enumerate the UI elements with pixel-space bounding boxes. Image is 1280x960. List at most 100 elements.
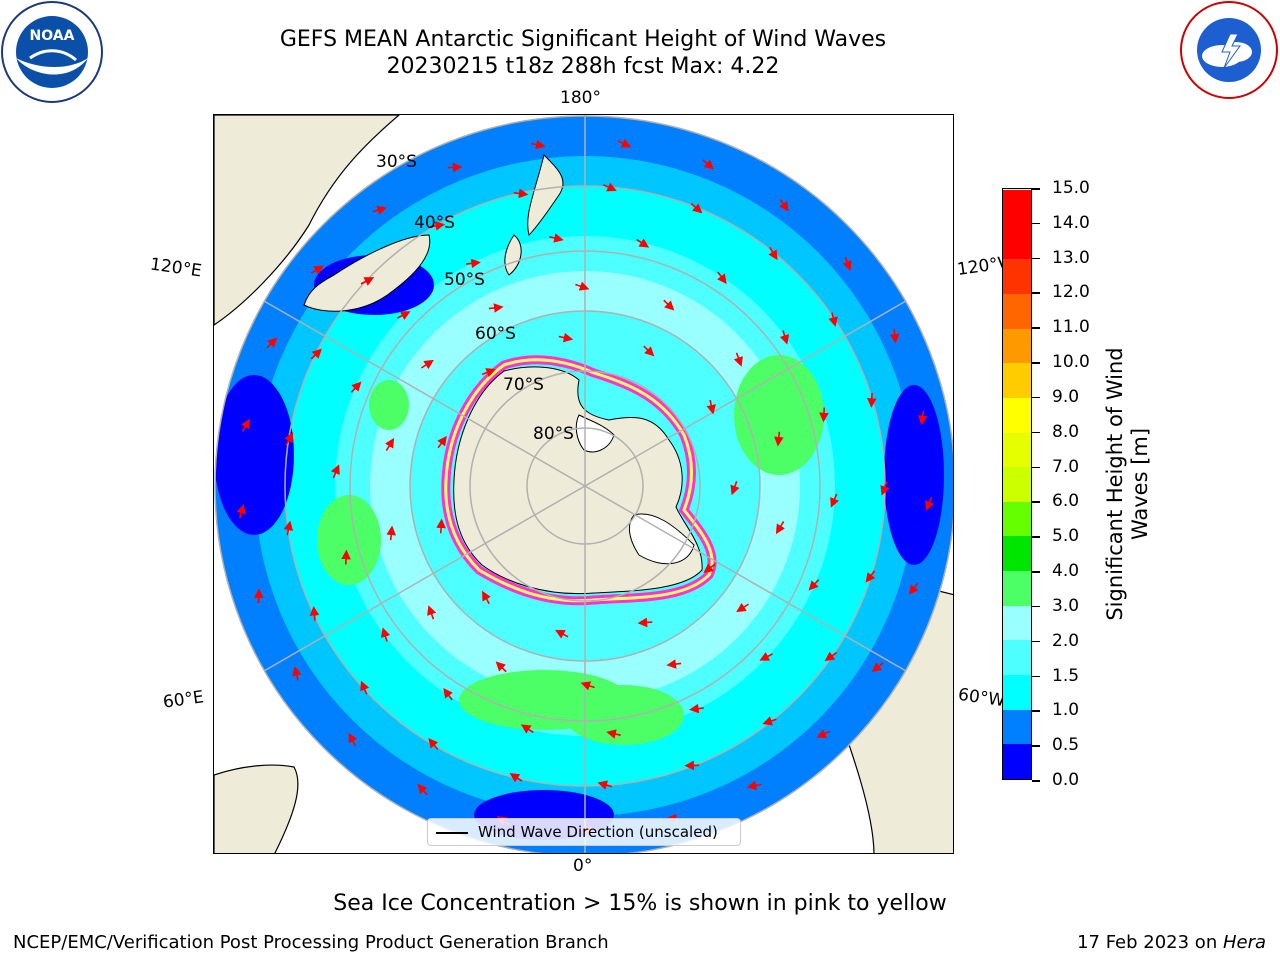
wave-arrow [417,783,428,796]
wave-arrow [309,605,320,621]
colorbar-tick [1032,501,1040,503]
colorbar-title-line1: Significant Height of Wind [1103,347,1127,621]
wave-arrow [830,493,840,508]
colorbar-tick [1032,257,1040,260]
wave-arrow [436,518,446,534]
colorbar-tick-label: 13.0 [1052,247,1090,268]
wave-arrow [703,563,716,574]
wave-arrow [774,431,784,447]
lat-label-80s: 80°S [533,424,574,444]
wave-arrow [283,520,294,536]
colorbar-segment [1003,466,1031,502]
footer-date: 17 Feb 2023 on Hera [1077,932,1266,953]
nws-logo [1180,1,1278,99]
colorbar-segment [1003,674,1031,710]
colorbar-segment [1003,362,1031,398]
wave-arrow [779,198,789,212]
colorbar-tick [1032,710,1040,712]
colorbar-tick [1032,292,1040,294]
wave-arrow [762,716,777,726]
wave-arrow [372,205,387,215]
land-masses [303,154,564,312]
wave-arrow [341,549,351,565]
wave-arrow [689,703,704,714]
wave-arrow [666,659,682,669]
colorbar-tick-label: 0.5 [1052,735,1080,756]
wave-arrow [606,729,621,739]
wave-arrow [266,337,278,349]
colorbar-segment [1003,224,1031,260]
wave-arrow [558,332,574,343]
colorbar [1002,188,1032,780]
wave-arrow [808,579,820,591]
colorbar-segment [1003,743,1031,779]
lon-label-60w: 60°W [956,684,1007,712]
colorbar-tick-label: 1.0 [1052,700,1080,721]
wave-arrow [241,418,250,432]
wave-arrow [917,410,928,426]
colorbar-segment [1003,293,1031,329]
colorbar-tick [1032,396,1040,399]
wave-arrow [330,464,340,479]
wave-arrow [386,525,396,541]
wave-arrow [925,496,934,511]
wave-arrow [880,481,890,496]
colorbar-tick-label: 11.0 [1052,317,1090,338]
colorbar-tick [1032,571,1040,573]
colorbar-tick-label: 4.0 [1052,561,1080,582]
colorbar-segment [1003,605,1031,641]
lat-label-50s: 50°S [444,270,485,290]
wave-arrow [717,271,727,284]
wave-arrow [842,256,852,271]
colorbar-tick [1032,640,1040,643]
colorbar-tick [1032,188,1040,190]
wave-arrow [575,281,590,291]
wave-arrow [427,605,437,620]
chart-title-line2: 20230215 t18z 288h fcst Max: 4.22 [386,54,780,79]
polar-map [213,114,954,854]
lon-label-60e: 60°E [161,687,206,713]
wave-arrow [819,407,829,423]
colorbar-tick [1032,327,1040,329]
colorbar-tick [1032,536,1040,538]
wave-arrow [597,780,612,790]
wave-arrow [746,780,762,791]
wave-arrow [397,311,411,320]
wave-arrow [775,521,786,535]
colorbar-tick [1032,222,1040,225]
lat-label-30s: 30°S [376,152,417,172]
wave-arrow [495,661,507,673]
colorbar-tick-label: 8.0 [1052,421,1080,442]
colorbar-tick-label: 2.0 [1052,630,1080,651]
noaa-logo: NOAA [1,1,103,103]
colorbar-title: Significant Height of Wind Waves [m] [1103,347,1153,620]
wave-arrow [430,221,446,231]
colorbar-tick-label: 12.0 [1052,282,1090,303]
colorbar-tick [1032,675,1040,678]
wave-arrow [360,680,370,695]
colorbar-tick [1032,605,1040,608]
wave-arrow [867,392,877,408]
wave-arrow [421,359,434,370]
wave-arrow [555,629,569,639]
colorbar-segment [1003,258,1031,294]
svg-text:NOAA: NOAA [30,28,75,44]
wave-arrow [360,277,375,286]
colorbar-segment [1003,570,1031,606]
wave-arrow [443,688,453,701]
colorbar-segment [1003,328,1031,364]
wave-arrow [384,437,395,451]
colorbar-tick-label: 9.0 [1052,386,1080,407]
lat-label-70s: 70°S [503,375,544,395]
colorbar-segment [1003,189,1031,225]
wave-arrow [617,138,632,148]
wave-arrow [482,590,491,605]
colorbar-segment [1003,501,1031,537]
wave-arrow [580,681,595,691]
legend-label: Wind Wave Direction (unscaled) [478,823,718,841]
wave-arrow [466,258,481,269]
wave-arrow [549,233,564,243]
colorbar-tick [1032,780,1040,782]
colorbar-tick [1032,362,1040,364]
colorbar-segment [1003,397,1031,433]
